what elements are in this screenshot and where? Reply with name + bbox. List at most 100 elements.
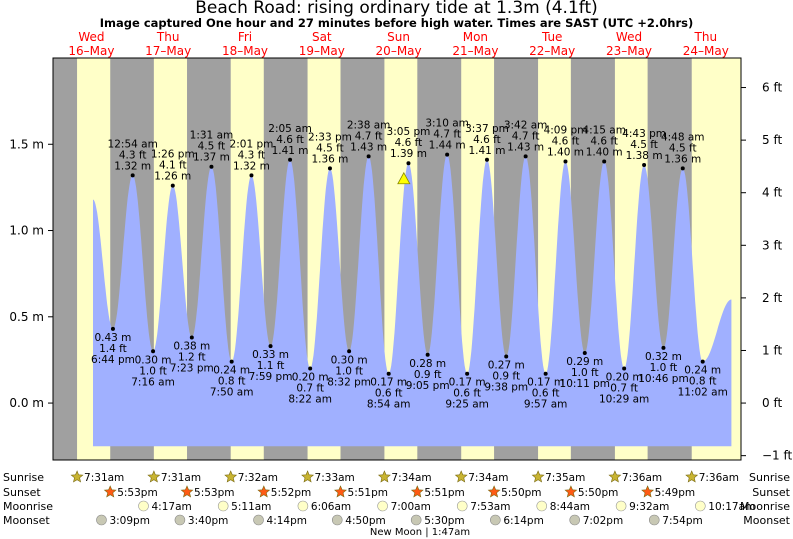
moonrise-icon: [138, 500, 149, 512]
moonset-icon: [410, 514, 422, 526]
low-tide-metres-label: 0.32 m: [645, 351, 682, 363]
current-tide-marker: [397, 171, 411, 185]
day-date-label: 21–May: [452, 44, 498, 58]
day-date-label: 22–May: [529, 44, 575, 58]
sun-star-icon: [301, 470, 315, 483]
right-axis-tick-label: −1 ft: [762, 449, 793, 463]
tide-extreme-marker: [386, 371, 391, 376]
low-tide-feet-label: 0.9 ft: [414, 369, 442, 381]
high-tide-metres-label: 1.39 m: [390, 148, 427, 160]
high-tide-feet-label: 4.5 ft: [630, 139, 658, 151]
high-tide-feet-label: 4.6 ft: [590, 136, 618, 148]
low-tide-time-label: 9:05 pm: [406, 380, 450, 392]
moonset-time-label: 4:50pm: [345, 515, 385, 527]
moonrise-icon: [536, 500, 548, 512]
high-tide-metres-label: 1.36 m: [664, 153, 701, 165]
low-tide-metres-label: 0.29 m: [566, 356, 603, 368]
row-label-left: Sunrise: [3, 471, 44, 484]
low-tide-time-label: 9:25 am: [445, 399, 489, 411]
moonset-icon: [253, 514, 264, 526]
low-tide-time-label: 10:46 pm: [638, 373, 689, 385]
right-axis-tick-label: 5 ft: [762, 133, 782, 147]
high-tide-time-label: 3:42 am: [504, 119, 548, 131]
tide-extreme-marker: [170, 183, 175, 188]
tide-extreme-marker: [151, 349, 156, 354]
day-name-label: Wed: [78, 30, 104, 44]
sun-star-icon: [641, 485, 655, 498]
tide-extreme-marker: [661, 345, 666, 350]
moonset-icon: [96, 514, 107, 526]
moonrise-icon: [377, 500, 388, 512]
low-tide-metres-label: 0.24 m: [684, 365, 721, 377]
low-tide-metres-label: 0.33 m: [252, 349, 289, 361]
high-tide-feet-label: 4.6 ft: [395, 137, 423, 149]
low-tide-time-label: 7:50 am: [210, 387, 254, 399]
moonrise-time-label: 8:44am: [550, 501, 590, 513]
sun-star-icon: [147, 470, 161, 483]
low-tide-time-label: 10:11 pm: [560, 378, 611, 390]
tide-extreme-marker: [327, 166, 332, 171]
sunset-time-label: 5:53pm: [194, 487, 234, 499]
high-tide-feet-label: 4.3 ft: [238, 149, 266, 161]
moonset-time-label: 4:14pm: [267, 515, 307, 527]
moonrise-time-label: 7:00am: [391, 501, 431, 513]
moonset-time-label: 5:30pm: [424, 515, 464, 527]
sun-star-icon: [70, 470, 84, 483]
high-tide-time-label: 4:43 pm: [622, 128, 666, 140]
row-label-right: Moonset: [743, 514, 790, 527]
high-tide-feet-label: 4.6 ft: [473, 134, 501, 146]
tide-extreme-marker: [484, 157, 489, 162]
day-date-label: 23–May: [606, 44, 652, 58]
row-label-right: Sunrise: [749, 471, 790, 484]
sunrise-time-label: 7:32am: [238, 472, 278, 484]
moonrise-icon: [615, 500, 627, 512]
day-name-label: Mon: [463, 30, 488, 44]
high-tide-time-label: 2:05 am: [268, 123, 312, 135]
tide-extreme-marker: [209, 164, 214, 169]
low-tide-metres-label: 0.17 m: [370, 377, 407, 389]
low-tide-metres-label: 0.20 m: [606, 372, 643, 384]
high-tide-time-label: 2:33 pm: [308, 131, 352, 143]
right-axis-tick-label: 1 ft: [762, 343, 782, 357]
sunrise-time-label: 7:34am: [468, 472, 508, 484]
moonset-icon: [490, 514, 501, 526]
low-tide-feet-label: 1.1 ft: [257, 360, 285, 372]
low-tide-feet-label: 1.0 ft: [139, 365, 167, 377]
sunset-time-label: 5:51pm: [348, 487, 388, 499]
low-tide-metres-label: 0.27 m: [488, 359, 525, 371]
sun-star-icon: [257, 485, 271, 498]
moonset-time-label: 7:02pm: [583, 515, 623, 527]
sun-star-icon: [224, 470, 238, 483]
high-tide-metres-label: 1.40 m: [547, 147, 584, 159]
tide-extreme-marker: [543, 371, 548, 376]
sun-star-icon: [531, 470, 545, 483]
tide-extreme-marker: [130, 173, 135, 178]
right-axis-tick-label: 2 ft: [762, 291, 782, 305]
sunrise-time-label: 7:31am: [84, 472, 124, 484]
tide-extreme-marker: [504, 354, 509, 359]
low-tide-feet-label: 0.8 ft: [689, 376, 717, 388]
high-tide-time-label: 3:37 pm: [465, 123, 509, 135]
high-tide-metres-label: 1.40 m: [586, 147, 623, 159]
right-axis-tick-label: 0 ft: [762, 396, 782, 410]
moonrise-time-label: 4:17am: [152, 501, 192, 513]
tide-extreme-marker: [189, 335, 194, 340]
high-tide-feet-label: 4.1 ft: [159, 160, 187, 172]
high-tide-metres-label: 1.36 m: [311, 153, 348, 165]
low-tide-time-label: 11:02 am: [678, 387, 728, 399]
moonrise-icon: [217, 500, 229, 512]
high-tide-time-label: 4:48 am: [661, 131, 705, 143]
sunset-time-label: 5:50pm: [501, 487, 541, 499]
high-tide-time-label: 2:38 am: [347, 119, 391, 131]
left-axis-tick-label: 1.0 m: [9, 224, 44, 238]
left-axis-tick-label: 0.0 m: [9, 396, 44, 410]
low-tide-metres-label: 0.28 m: [409, 358, 446, 370]
row-label-right: Sunset: [752, 486, 790, 499]
moonset-time-label: 3:40pm: [188, 515, 228, 527]
tide-extreme-marker: [602, 159, 607, 164]
right-axis-tick-label: 4 ft: [762, 186, 782, 200]
low-tide-feet-label: 0.8 ft: [218, 376, 246, 388]
moonset-icon: [174, 514, 186, 526]
high-tide-metres-label: 1.41 m: [468, 145, 505, 157]
high-tide-time-label: 3:10 am: [425, 118, 469, 130]
